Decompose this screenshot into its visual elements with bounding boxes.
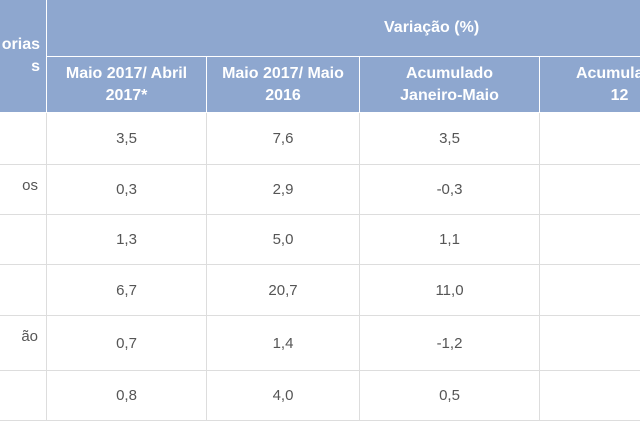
cell-text: 3,5	[439, 130, 460, 147]
data-cell: 20,7	[207, 265, 360, 316]
column-header: Acumulado Janeiro-Maio	[360, 57, 540, 113]
data-cell: 7,6	[207, 113, 360, 165]
cell-text: 4,0	[272, 387, 294, 404]
row-label	[0, 113, 47, 165]
row-label: ão	[0, 316, 47, 371]
cell-text: 3,5	[116, 130, 137, 147]
header-text: orias	[1, 36, 40, 53]
data-cell: 11,0	[360, 265, 540, 316]
data-cell: 5,0	[207, 215, 360, 265]
cell-text: -1,2	[436, 334, 463, 352]
row-label	[0, 215, 47, 265]
row-label	[0, 371, 47, 421]
column-header: Acumulado 12	[540, 57, 640, 113]
data-cell	[540, 113, 640, 165]
data-cell: 3,5	[47, 113, 207, 165]
data-cell	[540, 265, 640, 316]
header-text: 12	[610, 86, 629, 104]
cell-text: 0,5	[439, 387, 460, 404]
data-cell: 0,3	[47, 165, 207, 215]
row-label: os	[0, 165, 47, 215]
cell-text: 0,3	[116, 181, 137, 198]
cell-text: 20,7	[268, 281, 298, 299]
cell-text: -0,3	[436, 181, 463, 198]
data-cell: -0,3	[360, 165, 540, 215]
cell-text: 1,4	[272, 334, 294, 352]
row-label-text: ão	[21, 328, 38, 345]
cell-text: 6,7	[116, 281, 137, 299]
header-text: Acumulado	[405, 64, 494, 82]
data-cell: 0,5	[360, 371, 540, 421]
data-cell	[540, 165, 640, 215]
data-cell	[540, 316, 640, 371]
header-text: Maio 2017/ Maio	[222, 64, 344, 82]
data-cell: 4,0	[207, 371, 360, 421]
data-cell: 6,7	[47, 265, 207, 316]
header-text: Acumulado	[575, 64, 640, 82]
data-cell: 1,3	[47, 215, 207, 265]
cell-text: 5,0	[272, 231, 294, 248]
row-label-text: os	[22, 177, 38, 194]
header-text: Maio 2017/ Abril	[65, 64, 188, 82]
data-cell: 1,4	[207, 316, 360, 371]
cell-text: 1,3	[116, 231, 137, 248]
data-cell: 3,5	[360, 113, 540, 165]
column-header: Maio 2017/ Maio 2016	[207, 57, 360, 113]
row-label	[0, 265, 47, 316]
header-text: 2016	[265, 86, 301, 104]
cell-text: 0,7	[116, 334, 137, 352]
header-text: s	[31, 58, 40, 75]
group-header: Variação (%)	[47, 0, 640, 57]
cell-text: 7,6	[272, 130, 294, 147]
corner-header: orias s	[0, 0, 47, 113]
cell-text: 1,1	[439, 231, 460, 248]
data-cell: 1,1	[360, 215, 540, 265]
column-header: Maio 2017/ Abril 2017*	[47, 57, 207, 113]
data-cell	[540, 371, 640, 421]
header-text: Janeiro-Maio	[400, 86, 499, 104]
data-cell	[540, 215, 640, 265]
data-cell: 2,9	[207, 165, 360, 215]
cell-text: 0,8	[116, 387, 137, 404]
header-text: 2017*	[105, 86, 148, 104]
data-cell: 0,8	[47, 371, 207, 421]
cell-text: 11,0	[435, 281, 464, 299]
cell-text: 2,9	[272, 181, 294, 198]
data-cell: -1,2	[360, 316, 540, 371]
data-cell: 0,7	[47, 316, 207, 371]
header-text: Variação (%)	[384, 19, 480, 36]
